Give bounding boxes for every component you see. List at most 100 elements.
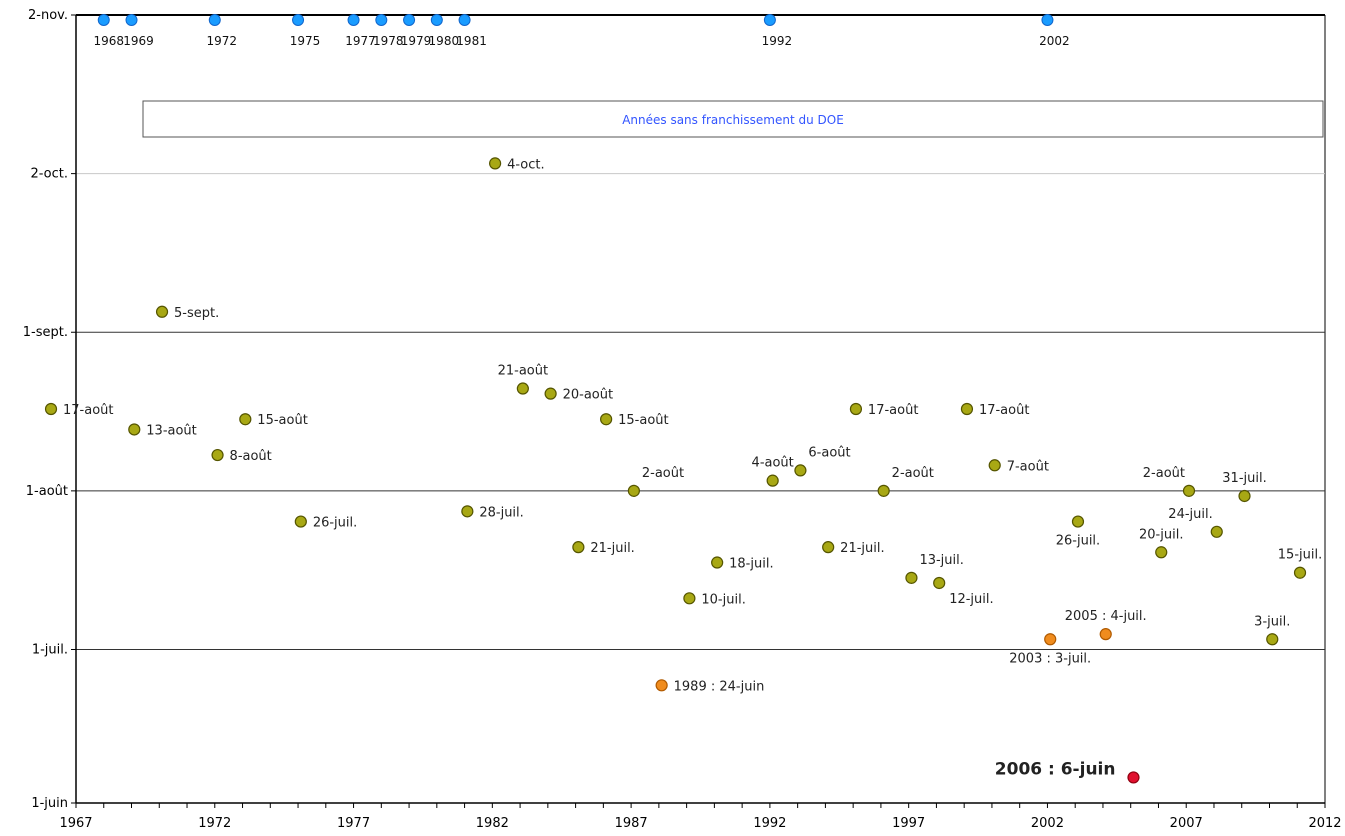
data-label: 5-sept. bbox=[174, 306, 219, 321]
no-crossing-box bbox=[142, 100, 1324, 138]
data-point bbox=[294, 515, 307, 528]
data-label: 3-juil. bbox=[1254, 614, 1290, 629]
data-point bbox=[1238, 489, 1251, 503]
y-tick-label: 1-août bbox=[26, 484, 68, 499]
data-label: 1989 : 24-juin bbox=[674, 679, 765, 694]
data-point bbox=[461, 505, 474, 518]
data-label: 21-août bbox=[498, 364, 549, 379]
x-tick-label: 1972 bbox=[198, 816, 231, 831]
data-label: 12-juil. bbox=[949, 592, 993, 607]
data-label: 21-juil. bbox=[590, 541, 634, 556]
y-tick-label: 1-sept. bbox=[23, 325, 68, 340]
no-crossing-year-label: 2002 bbox=[1039, 34, 1070, 48]
data-label: 4-août bbox=[752, 456, 794, 471]
y-tick-label: 1-juin bbox=[31, 796, 68, 811]
x-tick-label: 2007 bbox=[1170, 816, 1203, 831]
no-crossing-year-label: 1978 bbox=[373, 34, 404, 48]
data-label: 28-juil. bbox=[479, 505, 523, 520]
data-point bbox=[239, 413, 252, 426]
no-crossing-marker bbox=[97, 14, 110, 26]
data-point bbox=[1099, 628, 1112, 641]
no-crossing-marker bbox=[763, 14, 776, 26]
data-label: 20-juil. bbox=[1139, 527, 1183, 542]
data-label: 4-oct. bbox=[507, 157, 545, 172]
data-point bbox=[794, 464, 807, 477]
data-point bbox=[128, 423, 141, 436]
data-label: 18-juil. bbox=[729, 557, 773, 572]
data-point bbox=[1182, 484, 1196, 497]
data-point bbox=[1266, 633, 1279, 646]
no-crossing-marker bbox=[403, 14, 416, 26]
no-crossing-year-label: 1975 bbox=[290, 34, 321, 48]
no-crossing-marker bbox=[292, 14, 305, 26]
data-point bbox=[1044, 633, 1057, 646]
data-label: 2006 : 6-juin bbox=[995, 759, 1116, 779]
data-point bbox=[933, 576, 946, 590]
no-crossing-year-label: 1977 bbox=[345, 34, 376, 48]
data-label: 7-août bbox=[1007, 459, 1049, 474]
data-point bbox=[572, 541, 585, 554]
data-label: 24-juil. bbox=[1168, 507, 1212, 522]
data-label: 15-juil. bbox=[1278, 548, 1322, 563]
data-label: 2-août bbox=[1143, 466, 1185, 481]
data-label: 15-août bbox=[257, 413, 308, 428]
no-crossing-marker bbox=[458, 14, 471, 26]
data-label: 21-juil. bbox=[840, 541, 884, 556]
data-point bbox=[1155, 546, 1168, 559]
data-label: 17-août bbox=[979, 403, 1030, 418]
x-tick-label: 1982 bbox=[476, 816, 509, 831]
x-tick-label: 1987 bbox=[615, 816, 648, 831]
data-point bbox=[1210, 525, 1223, 538]
data-point bbox=[1127, 771, 1140, 784]
y-tick-label: 2-nov. bbox=[28, 8, 68, 23]
no-crossing-year-label: 1980 bbox=[429, 34, 460, 48]
no-crossing-marker bbox=[347, 14, 360, 26]
x-tick-label: 1997 bbox=[892, 816, 925, 831]
data-point bbox=[766, 474, 779, 487]
x-tick-label: 1977 bbox=[337, 816, 370, 831]
x-tick-label: 1992 bbox=[753, 816, 786, 831]
data-point bbox=[905, 571, 918, 584]
y-tick-label: 1-juil. bbox=[32, 642, 68, 657]
data-point bbox=[516, 382, 529, 395]
data-point bbox=[211, 448, 224, 462]
no-crossing-marker bbox=[125, 14, 138, 26]
data-point bbox=[988, 459, 1001, 472]
data-point bbox=[683, 592, 696, 605]
no-crossing-marker bbox=[208, 14, 221, 26]
no-crossing-year-label: 1972 bbox=[207, 34, 238, 48]
data-label: 26-juil. bbox=[313, 516, 357, 531]
x-tick-label: 2002 bbox=[1031, 816, 1064, 831]
data-point bbox=[544, 387, 557, 400]
data-point bbox=[155, 305, 169, 318]
data-label: 2003 : 3-juil. bbox=[1009, 651, 1091, 666]
no-crossing-year-label: 1981 bbox=[456, 34, 487, 48]
data-label: 31-juil. bbox=[1222, 471, 1266, 486]
data-point bbox=[822, 541, 835, 554]
no-crossing-year-label: 1979 bbox=[401, 34, 432, 48]
x-tick-label: 1967 bbox=[59, 816, 92, 831]
data-label: 10-juil. bbox=[701, 592, 745, 607]
no-crossing-marker bbox=[375, 14, 388, 26]
data-label: 2005 : 4-juil. bbox=[1065, 609, 1147, 624]
data-point bbox=[627, 484, 640, 497]
data-point bbox=[44, 402, 58, 416]
data-point bbox=[711, 556, 724, 569]
no-crossing-year-label: 1968 bbox=[93, 34, 124, 48]
no-crossing-box-label: Années sans franchissement du DOE bbox=[622, 113, 844, 127]
no-crossing-year-label: 1969 bbox=[123, 34, 154, 48]
data-label: 15-août bbox=[618, 413, 669, 428]
data-point bbox=[1071, 515, 1085, 528]
x-tick-label: 2012 bbox=[1308, 816, 1341, 831]
no-crossing-year-label: 1992 bbox=[762, 34, 793, 48]
data-label: 6-août bbox=[808, 445, 850, 460]
data-point bbox=[600, 413, 613, 426]
data-point bbox=[960, 402, 974, 416]
data-point bbox=[1293, 566, 1307, 579]
data-label: 20-août bbox=[563, 388, 614, 403]
data-point bbox=[877, 484, 890, 497]
data-point bbox=[849, 402, 863, 416]
data-label: 2-août bbox=[642, 466, 684, 481]
data-label: 17-août bbox=[63, 403, 114, 418]
